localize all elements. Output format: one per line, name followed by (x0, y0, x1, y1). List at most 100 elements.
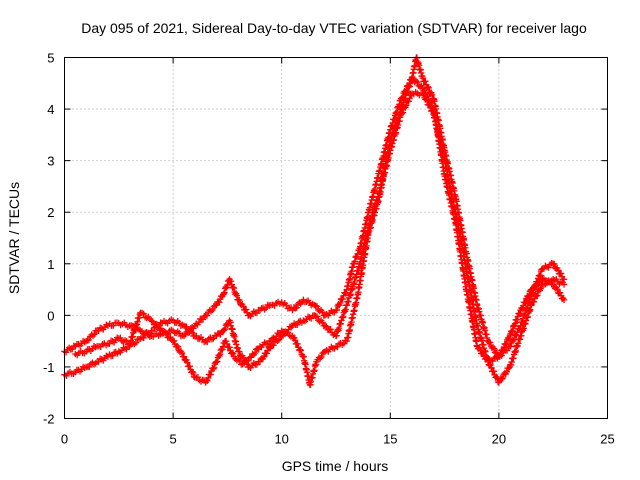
data-point (180, 353, 188, 360)
data-point-fill (245, 357, 252, 364)
data-point-fill (424, 93, 432, 100)
data-point-fill (236, 296, 243, 304)
data-point-fill (203, 312, 211, 319)
data-point-fill (207, 308, 215, 315)
y-tick-label: 0 (47, 308, 54, 323)
data-point-fill (422, 78, 429, 85)
data-point-fill (199, 316, 207, 323)
data-point-fill (336, 299, 344, 307)
data-points (61, 54, 568, 389)
data-point-fill (239, 303, 247, 310)
data-point-fill (414, 78, 421, 86)
y-tick-label: 3 (47, 154, 54, 169)
data-point-fill (507, 342, 514, 350)
data-point-fill (214, 358, 221, 365)
series-track-c (72, 74, 568, 389)
data-point-fill (490, 368, 498, 375)
y-tick-label: 4 (47, 102, 54, 117)
data-point-fill (535, 280, 542, 288)
data-point-fill (524, 293, 532, 301)
data-point-fill (85, 336, 93, 344)
data-point-fill (516, 310, 524, 317)
data-point-fill (503, 340, 510, 347)
data-point-fill (479, 349, 487, 357)
data-point-fill (186, 362, 194, 370)
data-point-fill (553, 285, 561, 293)
data-point-fill (220, 326, 228, 334)
data-point-fill (297, 347, 305, 354)
data-point-fill (342, 289, 350, 296)
data-point-fill (228, 281, 235, 288)
data-point-fill (353, 253, 361, 260)
data-point-fill (497, 350, 504, 358)
data-point-fill (210, 364, 218, 371)
data-point (321, 322, 329, 329)
data-point-fill (221, 289, 228, 296)
data-point-fill (499, 374, 507, 382)
data-point-fill (508, 328, 515, 336)
data-point-fill (226, 344, 233, 351)
data-point-fill (209, 365, 217, 373)
data-point-fill (319, 308, 326, 316)
data-point-fill (429, 105, 437, 112)
data-point-fill (189, 369, 197, 376)
data-point-fill (216, 350, 224, 358)
data-point-fill (184, 359, 191, 366)
data-point-fill (476, 346, 484, 353)
data-point-fill (537, 271, 544, 279)
data-point-fill (188, 329, 196, 336)
data-point-fill (233, 292, 241, 299)
data-point-fill (220, 290, 227, 298)
x-tick-label: 20 (492, 432, 506, 447)
data-point-fill (270, 342, 277, 349)
data-point-fill (294, 340, 301, 348)
data-point-fill (550, 260, 558, 268)
x-tick-label: 10 (274, 432, 288, 447)
data-point-fill (319, 319, 326, 326)
data-point-fill (235, 356, 242, 363)
data-point-fill (533, 292, 540, 300)
x-tick-label: 15 (383, 432, 397, 447)
data-point-fill (132, 339, 140, 346)
data-point-fill (351, 258, 359, 265)
data-point-fill (293, 304, 300, 311)
data-point-fill (530, 298, 538, 306)
data-point-fill (291, 337, 299, 344)
data-point-fill (251, 349, 259, 357)
x-tick-label: 5 (169, 432, 176, 447)
data-point-fill (216, 299, 223, 306)
data-point-fill (412, 77, 420, 85)
data-point-fill (516, 310, 523, 318)
data-point-fill (529, 286, 537, 293)
data-point-fill (187, 327, 194, 335)
data-point-fill (170, 337, 178, 345)
data-point-fill (514, 316, 521, 324)
data-point-fill (296, 346, 304, 353)
data-point-fill (534, 292, 541, 299)
data-point-fill (519, 302, 527, 309)
plot-frame (64, 57, 608, 419)
data-point-fill (219, 346, 226, 353)
data-point-fill (223, 340, 231, 348)
data-point-fill (153, 320, 161, 328)
data-point (239, 361, 246, 368)
y-axis-label: SDTVAR / TECUs (6, 182, 22, 294)
data-point-fill (149, 327, 157, 335)
data-point-fill (405, 98, 412, 105)
data-point-fill (498, 375, 506, 383)
data-point-fill (227, 277, 235, 285)
data-point-fill (313, 313, 321, 320)
data-point-fill (189, 368, 196, 375)
data-point-fill (173, 342, 181, 350)
data-point-fill (490, 345, 498, 352)
y-tick-label: -2 (43, 412, 55, 427)
data-point-fill (509, 327, 516, 334)
data-point-fill (333, 306, 341, 314)
data-point-fill (163, 330, 170, 338)
data-point-fill (522, 299, 529, 306)
data-point-fill (316, 355, 324, 362)
data-point-fill (428, 100, 435, 107)
x-tick-label: 25 (600, 432, 614, 447)
data-point-fill (236, 348, 243, 355)
